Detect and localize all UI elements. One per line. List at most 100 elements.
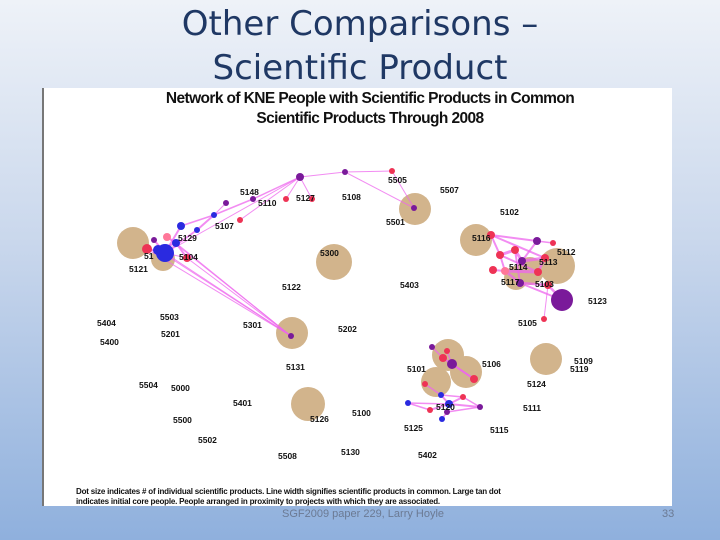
node-label: 5115 xyxy=(490,425,509,435)
person-dot xyxy=(237,217,243,223)
edge-line xyxy=(448,403,481,408)
edge-line xyxy=(407,402,431,411)
node-label: 5114 xyxy=(509,262,528,272)
person-dot xyxy=(223,200,229,206)
core-person-node xyxy=(276,317,308,349)
person-dot xyxy=(489,266,497,274)
edge-line xyxy=(196,214,215,231)
core-person-node xyxy=(316,244,352,280)
edge-line xyxy=(504,269,539,274)
person-dot xyxy=(487,231,495,239)
person-dot xyxy=(477,404,483,410)
edge-line xyxy=(490,234,546,259)
person-dot xyxy=(151,237,157,243)
node-label: 5124 xyxy=(527,379,546,389)
person-dot xyxy=(533,237,541,245)
person-dot xyxy=(518,257,526,265)
person-dot xyxy=(288,333,294,339)
person-dot xyxy=(439,354,447,362)
node-label: 5401 xyxy=(233,398,252,408)
edge-line xyxy=(166,236,292,337)
person-dot xyxy=(439,416,445,422)
edge-line xyxy=(157,249,292,337)
person-dot xyxy=(411,205,417,211)
edge-line xyxy=(519,281,549,287)
node-label: 5500 xyxy=(173,415,192,425)
person-dot xyxy=(445,400,453,408)
node-label: 51 xyxy=(144,251,154,261)
node-label: 5126 xyxy=(310,414,329,424)
node-label: 5110 xyxy=(258,198,277,208)
figure-subtitle: Scientific Products Through 2008 xyxy=(256,110,484,127)
edge-line xyxy=(521,240,538,262)
node-label: 5111 xyxy=(523,403,541,413)
node-label: 5129 xyxy=(178,233,197,243)
person-dot xyxy=(177,222,185,230)
edge-line xyxy=(490,234,538,242)
person-dot xyxy=(250,196,256,202)
node-label: 5117 xyxy=(501,277,520,287)
person-dot xyxy=(511,246,519,254)
node-label: 5403 xyxy=(400,280,419,290)
node-label: 5123 xyxy=(588,296,607,306)
page-number: 33 xyxy=(662,508,675,520)
person-dot xyxy=(142,244,152,254)
person-dot xyxy=(429,344,435,350)
node-label: 5400 xyxy=(100,337,119,347)
node-label: 5121 xyxy=(129,264,148,274)
person-dot xyxy=(427,407,433,413)
person-dot xyxy=(309,196,315,202)
person-dot xyxy=(550,240,556,246)
person-dot xyxy=(172,239,180,247)
edge-line xyxy=(344,171,415,209)
edge-line xyxy=(440,394,464,398)
slide-footer: SGF2009 paper 229, Larry Hoyle xyxy=(282,508,445,520)
node-label: 5502 xyxy=(198,435,217,445)
caption-line2: indicates initial core people. People ar… xyxy=(76,497,440,506)
edge-line xyxy=(213,198,254,216)
node-label: 5108 xyxy=(342,192,361,202)
node-label: 5105 xyxy=(518,318,537,328)
node-label: 5503 xyxy=(160,312,179,322)
node-label: 5120 xyxy=(436,402,455,412)
person-dot xyxy=(470,375,478,383)
node-label: 5101 xyxy=(407,364,426,374)
people-dots-layer xyxy=(142,168,573,422)
node-label: 5000 xyxy=(171,383,190,393)
person-dot xyxy=(163,233,171,241)
person-dot xyxy=(342,169,348,175)
node-label: 5127 xyxy=(296,193,315,203)
node-label: 5106 xyxy=(482,359,501,369)
person-dot xyxy=(534,268,542,276)
slide-title: Other Comparisons – Scientific Product xyxy=(0,2,720,90)
node-label: 5501 xyxy=(386,217,405,227)
figure-title: Network of KNE People with Scientific Pr… xyxy=(165,90,575,107)
edge-line xyxy=(299,171,346,178)
node-label: 5404 xyxy=(97,318,116,328)
core-person-node xyxy=(117,227,149,259)
edge-line xyxy=(462,396,481,408)
caption-line1: Dot size indicates # of individual scien… xyxy=(76,487,501,496)
node-label: 5504 xyxy=(139,380,158,390)
node-label: 5103 xyxy=(535,279,554,289)
node-label: 5505 xyxy=(388,175,407,185)
person-dot xyxy=(156,244,174,262)
core-person-node xyxy=(460,224,492,256)
person-dot xyxy=(405,400,411,406)
person-dot xyxy=(447,359,457,369)
person-dot xyxy=(211,212,217,218)
person-dot xyxy=(283,196,289,202)
person-dot xyxy=(551,289,573,311)
edge-line xyxy=(239,176,301,221)
person-dot xyxy=(296,173,304,181)
node-label: 5122 xyxy=(282,282,301,292)
person-dot xyxy=(460,394,466,400)
node-label: 5107 xyxy=(215,221,234,231)
node-label: 5300 xyxy=(320,248,339,258)
person-dot xyxy=(422,381,428,387)
edge-line xyxy=(407,402,450,405)
node-label: 5109 xyxy=(574,356,593,366)
node-label: 5202 xyxy=(338,324,357,334)
core-people-layer xyxy=(117,193,575,421)
